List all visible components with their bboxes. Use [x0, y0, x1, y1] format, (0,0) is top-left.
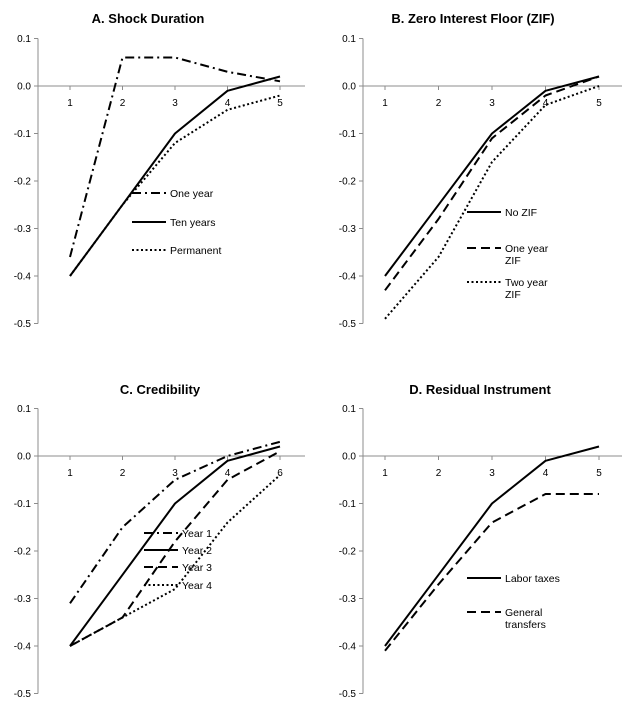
- y-tick-label: -0.4: [14, 272, 32, 283]
- y-tick-label: -0.3: [339, 224, 357, 235]
- y-tick-label: -0.3: [339, 594, 357, 605]
- x-tick-label: 3: [172, 468, 178, 479]
- x-tick-label: 2: [436, 98, 442, 109]
- y-tick-label: 0.1: [17, 404, 31, 415]
- x-tick-label: 1: [67, 98, 73, 109]
- legend-label: Year 3: [182, 562, 212, 574]
- y-tick-label: -0.1: [14, 129, 32, 140]
- x-tick-label: 4: [543, 468, 549, 479]
- panel-title: C. Credibility: [120, 382, 201, 397]
- y-tick-label: 0.1: [342, 34, 356, 45]
- y-tick-label: 0.0: [342, 82, 356, 93]
- panel-2: B. Zero Interest Floor (ZIF) 0.1 0.0 -0.1 -0…: [339, 11, 622, 330]
- legend-label: One year: [505, 243, 549, 255]
- x-tick-label: 3: [172, 98, 178, 109]
- legend-label: Labor taxes: [505, 573, 560, 585]
- x-tick-label: 4: [225, 468, 231, 479]
- panel-title: B. Zero Interest Floor (ZIF): [391, 11, 554, 26]
- y-tick-label: 0.0: [17, 82, 31, 93]
- y-tick-label: -0.1: [339, 499, 357, 510]
- legend-label: One year: [170, 188, 214, 200]
- y-tick-label: 0.1: [17, 34, 31, 45]
- x-tick-label: 3: [489, 98, 495, 109]
- x-tick-label: 2: [120, 468, 126, 479]
- panel-4: D. Residual Instrument 0.1 0.0 -0.1 -0.2 -0.3…: [339, 382, 622, 700]
- y-tick-label: -0.2: [14, 547, 32, 558]
- series-line-1: [384, 445, 600, 647]
- y-tick-label: -0.5: [339, 689, 357, 700]
- panel-3: C. Credibility 0.1 0.0 -0.1 -0.2 -0.3 -0.4 -0.5…: [14, 382, 305, 700]
- series-line-1: [69, 56, 281, 258]
- y-tick-label: -0.4: [339, 272, 357, 283]
- x-tick-label: 1: [382, 468, 388, 479]
- y-tick-label: -0.2: [14, 177, 32, 188]
- x-tick-label: 1: [382, 98, 388, 109]
- y-tick-label: -0.3: [14, 594, 32, 605]
- y-tick-label: -0.4: [339, 642, 357, 653]
- panel-title: A. Shock Duration: [92, 11, 205, 26]
- y-tick-label: -0.5: [339, 319, 357, 330]
- series-line-1: [69, 440, 281, 604]
- series-line-2: [384, 75, 600, 291]
- legend-label: No ZIF: [505, 207, 537, 219]
- legend-label: transfers: [505, 619, 546, 631]
- x-tick-label: 6: [277, 468, 283, 479]
- series-line-4: [69, 474, 281, 647]
- y-tick-label: -0.1: [14, 499, 32, 510]
- x-tick-label: 4: [543, 98, 549, 109]
- x-tick-label: 3: [489, 468, 495, 479]
- x-tick-label: 2: [120, 98, 126, 109]
- y-tick-label: 0.0: [342, 452, 356, 463]
- x-tick-label: 5: [596, 468, 602, 479]
- series-line-1: [384, 75, 600, 277]
- legend-label: Year 2: [182, 545, 212, 557]
- series-line-3: [384, 85, 600, 320]
- legend-label: ZIF: [505, 255, 521, 267]
- legend-label: Permanent: [170, 245, 221, 257]
- x-tick-label: 4: [225, 98, 231, 109]
- x-tick-label: 5: [596, 98, 602, 109]
- y-tick-label: -0.5: [14, 319, 32, 330]
- y-tick-label: -0.5: [14, 689, 32, 700]
- x-tick-label: 1: [67, 468, 73, 479]
- legend-label: Year 1: [182, 528, 212, 540]
- x-tick-label: 2: [436, 468, 442, 479]
- y-tick-label: 0.1: [342, 404, 356, 415]
- legend-label: Year 4: [182, 580, 212, 592]
- x-tick-label: 5: [277, 98, 283, 109]
- legend-label: ZIF: [505, 289, 521, 301]
- y-tick-label: -0.4: [14, 642, 32, 653]
- legend-label: Ten years: [170, 217, 216, 229]
- legend-label: General: [505, 607, 542, 619]
- y-tick-label: 0.0: [17, 452, 31, 463]
- y-tick-label: -0.1: [339, 129, 357, 140]
- series-line-3: [69, 94, 281, 277]
- y-tick-label: -0.2: [339, 547, 357, 558]
- series-line-3: [69, 450, 281, 647]
- series-line-2: [384, 493, 599, 652]
- y-tick-label: -0.3: [14, 224, 32, 235]
- panel-1: A. Shock Duration 0.1 0.0 -0.1 -0.2 -0.3 -0.4 -…: [14, 11, 305, 330]
- series-line-2: [69, 445, 281, 647]
- legend-label: Two year: [505, 277, 548, 289]
- y-tick-label: -0.2: [339, 177, 357, 188]
- panel-title: D. Residual Instrument: [409, 382, 551, 397]
